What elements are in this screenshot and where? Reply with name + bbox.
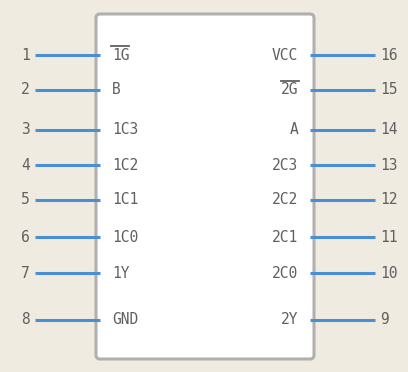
Text: 2: 2	[21, 83, 30, 97]
Text: 12: 12	[380, 192, 397, 208]
Text: B: B	[112, 83, 121, 97]
Text: 10: 10	[380, 266, 397, 280]
Text: 1C2: 1C2	[112, 157, 138, 173]
Text: 7: 7	[21, 266, 30, 280]
Text: 8: 8	[21, 312, 30, 327]
Text: 2C3: 2C3	[272, 157, 298, 173]
Text: 6: 6	[21, 230, 30, 244]
Text: 1C3: 1C3	[112, 122, 138, 138]
Text: 1: 1	[21, 48, 30, 62]
Text: 2C1: 2C1	[272, 230, 298, 244]
Text: 2Y: 2Y	[281, 312, 298, 327]
Text: 4: 4	[21, 157, 30, 173]
Text: 3: 3	[21, 122, 30, 138]
Text: 16: 16	[380, 48, 397, 62]
FancyBboxPatch shape	[96, 14, 314, 359]
Text: 11: 11	[380, 230, 397, 244]
Text: 9: 9	[380, 312, 389, 327]
Text: 2C2: 2C2	[272, 192, 298, 208]
Text: 15: 15	[380, 83, 397, 97]
Text: 1C1: 1C1	[112, 192, 138, 208]
Text: 2C0: 2C0	[272, 266, 298, 280]
Text: 2G: 2G	[281, 83, 298, 97]
Text: 14: 14	[380, 122, 397, 138]
Text: 1Y: 1Y	[112, 266, 129, 280]
Text: A: A	[289, 122, 298, 138]
Text: 5: 5	[21, 192, 30, 208]
Text: 1G: 1G	[112, 48, 129, 62]
Text: VCC: VCC	[272, 48, 298, 62]
Text: 1C0: 1C0	[112, 230, 138, 244]
Text: 13: 13	[380, 157, 397, 173]
Text: GND: GND	[112, 312, 138, 327]
